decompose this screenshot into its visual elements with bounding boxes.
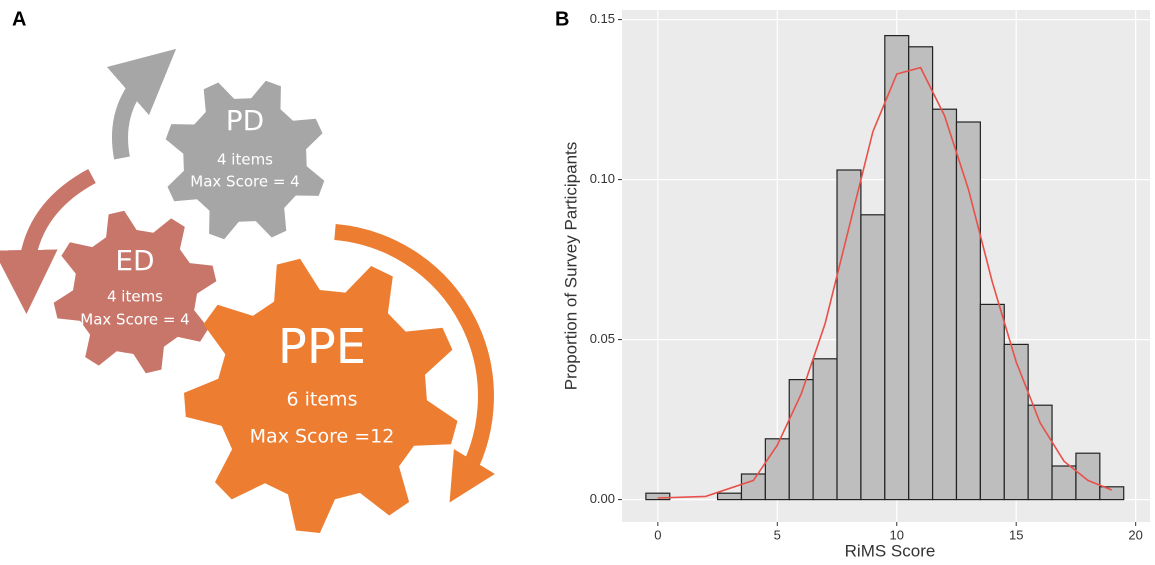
bar — [837, 170, 861, 500]
y-tick-label: 0.05 — [590, 331, 615, 346]
chart: RiMS Score Proportion of Survey Particip… — [561, 10, 1150, 560]
x-tick-label: 20 — [1128, 527, 1142, 542]
y-tick-label: 0.15 — [590, 11, 615, 26]
bar — [933, 109, 957, 499]
bar — [980, 304, 1004, 499]
bar — [741, 474, 765, 500]
bar — [1004, 344, 1028, 499]
panel-label: B — [555, 8, 569, 30]
bar — [1100, 487, 1124, 500]
y-axis-label: Proportion of Survey Participants — [561, 142, 580, 391]
gear-max: Max Score = 4 — [80, 311, 189, 329]
bar — [1076, 453, 1100, 499]
bar — [718, 493, 742, 499]
figure: A B PD 4 items Max Score = 4 ED 4 items Max S… — [0, 0, 1155, 565]
x-tick-label: 10 — [890, 527, 904, 542]
gear-items: 4 items — [217, 151, 273, 169]
y-tick-label: 0.00 — [590, 491, 615, 506]
x-tick-label: 5 — [774, 527, 781, 542]
gear-items: 6 items — [287, 389, 358, 411]
x-axis-label: RiMS Score — [845, 541, 936, 560]
gear-name: ED — [115, 244, 154, 277]
bar — [813, 359, 837, 500]
gear-name: PD — [226, 104, 264, 137]
gear-name: PPE — [278, 319, 366, 375]
bar — [956, 122, 980, 500]
gear-max: Max Score =12 — [250, 426, 395, 448]
bar — [885, 36, 909, 500]
panel-label: A — [12, 8, 26, 30]
bar — [909, 47, 933, 500]
gear-max: Max Score = 4 — [190, 173, 299, 191]
diagram: PD 4 items Max Score = 4 ED 4 items Max Score… — [26, 70, 486, 533]
bar — [861, 215, 885, 500]
bar — [1052, 466, 1076, 500]
y-tick-label: 0.10 — [590, 171, 615, 186]
arrow — [120, 70, 152, 158]
x-tick-label: 0 — [654, 527, 661, 542]
bar — [1028, 405, 1052, 499]
gear-items: 4 items — [107, 288, 163, 306]
bar — [789, 380, 813, 500]
bar — [765, 439, 789, 500]
x-tick-label: 15 — [1009, 527, 1023, 542]
